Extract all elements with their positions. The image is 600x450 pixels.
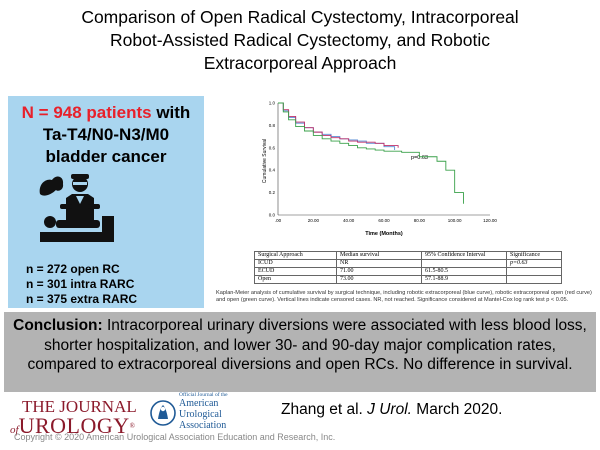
table-header: Median survival	[336, 251, 422, 260]
title-line-1: Comparison of Open Radical Cystectomy, I…	[81, 7, 519, 27]
copyright-notice: Copyright © 2020 American Urological Ass…	[14, 432, 336, 442]
table-cell: ICUD	[254, 259, 337, 268]
table-cell: 57.1-88.9	[421, 275, 507, 284]
cohort-extra: n = 375 extra RARC	[26, 292, 138, 306]
table-header: Surgical Approach	[254, 251, 337, 260]
journal-of-urology-logo: THE JOURNAL ofUROLOGY®	[10, 398, 137, 441]
figure-caption: Kaplan-Meier analysis of cumulative surv…	[216, 290, 592, 303]
patient-count: N = 948 patients	[21, 103, 152, 122]
journal-logo-the: THE JOURNAL	[22, 397, 137, 416]
table-cell: Open	[254, 275, 337, 284]
table-cell: ECUD	[254, 267, 337, 276]
kaplan-meier-chart: Cumulative Survival Time (Months) p=0.63…	[262, 101, 497, 238]
y-tick-label: 0.8	[269, 123, 276, 128]
median-survival-table: Surgical Approach Median survival 95% Co…	[254, 251, 562, 284]
conclusion-label: Conclusion:	[13, 317, 103, 334]
y-tick-label: 1.0	[269, 101, 276, 106]
citation: Zhang et al. J Urol. March 2020.	[281, 401, 502, 419]
survival-curve-ecud	[278, 102, 399, 148]
patient-summary-heading: N = 948 patients with Ta-T4/N0-N3/M0 bla…	[8, 102, 204, 168]
x-tick-label: 60.00	[378, 218, 390, 223]
journal-logo-of: of	[10, 424, 19, 436]
conclusion-text: Intracorporeal urinary diversions were a…	[27, 317, 587, 373]
table-row: Open 73.00 57.1-88.9	[254, 275, 562, 284]
citation-date: March 2020.	[416, 401, 503, 418]
table-header-row: Surgical Approach Median survival 95% Co…	[254, 251, 562, 260]
table-cell: NR	[336, 259, 422, 268]
table-row: ICUD NR p=0.63	[254, 259, 562, 268]
table-cell	[506, 275, 562, 284]
y-tick-label: 0.6	[269, 145, 276, 150]
aua-name-3: Association	[179, 420, 227, 431]
y-axis-label: Cumulative Survival	[262, 139, 268, 183]
x-axis-label: Time (Months)	[365, 231, 403, 237]
aua-name-1: American	[179, 398, 219, 409]
x-tick-label: 20.00	[308, 218, 320, 223]
citation-journal: J Urol.	[367, 401, 412, 418]
surgeon-patient-icon	[39, 174, 114, 242]
y-tick-label: 0.4	[269, 168, 276, 173]
organ-icon	[39, 176, 64, 196]
citation-authors: Zhang et al.	[281, 401, 363, 418]
disease-label: bladder cancer	[45, 147, 167, 166]
survival-curve-open	[278, 102, 464, 204]
title-line-3: Extracorporeal Approach	[203, 53, 397, 73]
table-row: ECUD 71.00 61.5-80.5	[254, 267, 562, 276]
x-tick-label: .00	[275, 218, 282, 223]
slide-title: Comparison of Open Radical Cystectomy, I…	[40, 6, 560, 75]
aua-seal-icon	[150, 400, 176, 426]
table-cell: 61.5-80.5	[421, 267, 507, 276]
patient-summary-panel: N = 948 patients with Ta-T4/N0-N3/M0 bla…	[8, 96, 204, 308]
aua-official-label: Official Journal of the	[179, 392, 228, 398]
x-tick-label: 120.00	[483, 218, 497, 223]
cohort-intra: n = 301 intra RARC	[26, 277, 135, 291]
aua-name-2: Urological	[179, 409, 222, 420]
table-header: 95% Confidence Interval	[421, 251, 507, 260]
table-cell	[421, 259, 507, 268]
table-cell: p=0.63	[506, 259, 562, 268]
journal-logo-name: UROLOGY	[18, 413, 130, 438]
table-header: Significance	[506, 251, 562, 260]
table-cell: 73.00	[336, 275, 422, 284]
x-tick-label: 40.00	[343, 218, 355, 223]
table-cell	[506, 267, 562, 276]
y-tick-label: 0.2	[269, 190, 276, 195]
y-tick-label: 0.0	[269, 213, 276, 218]
conclusion-box: Conclusion: Intracorporeal urinary diver…	[4, 312, 596, 392]
tumor-stage: Ta-T4/N0-N3/M0	[42, 125, 170, 144]
table-cell: 71.00	[336, 267, 422, 276]
journal-logo-reg: ®	[129, 422, 135, 430]
cohort-open: n = 272 open RC	[26, 262, 120, 276]
title-line-2: Robot-Assisted Radical Cystectomy, and R…	[110, 30, 490, 50]
p-value-annotation: p=0.63	[411, 155, 428, 161]
x-tick-label: 100.00	[448, 218, 462, 223]
x-tick-label: 80.00	[414, 218, 426, 223]
patient-count-suffix: with	[156, 103, 191, 122]
